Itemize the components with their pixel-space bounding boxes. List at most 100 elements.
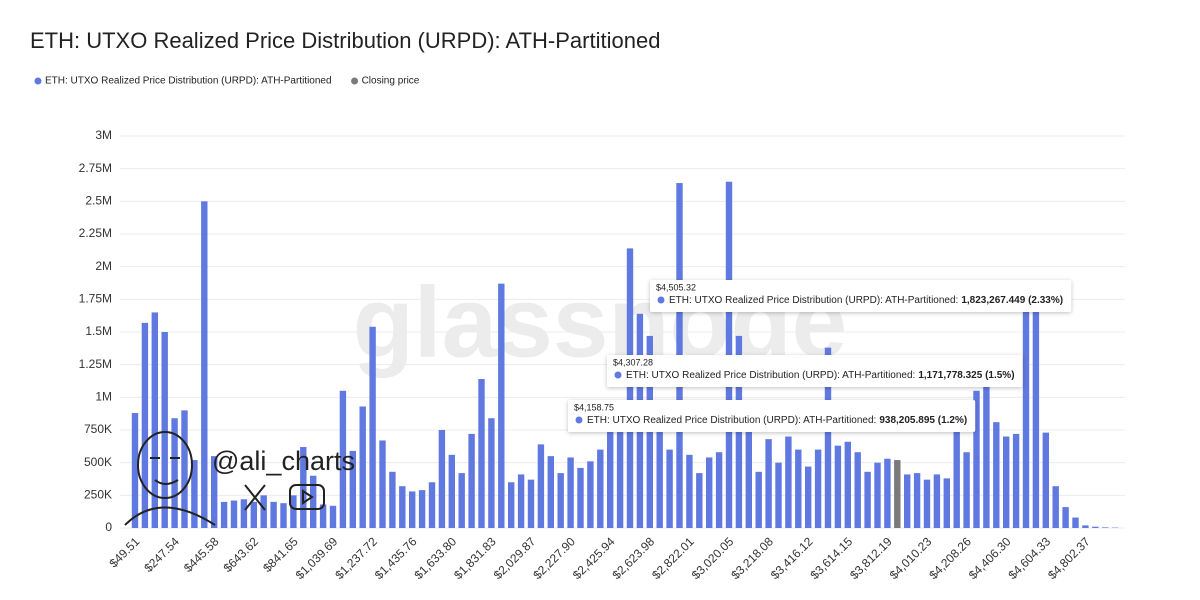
bar bbox=[666, 449, 673, 528]
bar bbox=[399, 486, 406, 528]
bar bbox=[983, 374, 990, 528]
bar bbox=[844, 441, 851, 528]
y-tick-label: 2.5M bbox=[85, 194, 112, 208]
bar bbox=[498, 283, 505, 528]
x-tick-label: $4,604.33 bbox=[1006, 534, 1054, 582]
bar bbox=[508, 482, 515, 528]
handle: @ali_charts bbox=[212, 446, 355, 476]
y-tick-label: 3M bbox=[95, 128, 112, 142]
bar bbox=[290, 495, 297, 528]
bar bbox=[191, 460, 198, 528]
bar bbox=[369, 326, 376, 528]
tooltip-series: ETH: UTXO Realized Price Distribution (U… bbox=[587, 415, 876, 426]
bar bbox=[765, 439, 772, 528]
bar bbox=[131, 413, 139, 528]
x-tick-label: $247.54 bbox=[141, 534, 182, 575]
avatar bbox=[124, 431, 325, 526]
bar bbox=[161, 332, 168, 528]
bar bbox=[715, 452, 723, 528]
bar bbox=[339, 390, 347, 528]
bar bbox=[220, 501, 228, 528]
x-tick-label: $3,614.15 bbox=[808, 534, 856, 582]
bar bbox=[1003, 436, 1010, 528]
y-tick-label: 1.75M bbox=[79, 292, 112, 306]
bar bbox=[686, 454, 693, 528]
tooltip-box bbox=[568, 400, 976, 432]
bar bbox=[319, 504, 327, 528]
bar bbox=[587, 461, 594, 528]
bar bbox=[310, 475, 317, 528]
tooltip-marker bbox=[575, 416, 583, 424]
chart-title: ETH: UTXO Realized Price Distribution (U… bbox=[30, 28, 660, 53]
bar bbox=[904, 474, 911, 528]
bar bbox=[814, 449, 822, 528]
x-tick-label: $1,831.83 bbox=[451, 534, 499, 582]
tooltip-text: ETH: UTXO Realized Price Distribution (U… bbox=[669, 295, 1063, 306]
bar bbox=[607, 430, 614, 528]
bar bbox=[933, 474, 941, 528]
bar bbox=[626, 248, 634, 528]
bar bbox=[211, 456, 218, 528]
bar bbox=[438, 430, 446, 528]
tooltip-text: ETH: UTXO Realized Price Distribution (U… bbox=[626, 370, 1015, 381]
bar bbox=[260, 495, 267, 528]
bar bbox=[745, 410, 752, 528]
bar bbox=[418, 490, 426, 528]
y-tick-label: 250K bbox=[84, 488, 112, 502]
bar bbox=[616, 423, 624, 528]
bar bbox=[300, 446, 307, 528]
tooltip-series: ETH: UTXO Realized Price Distribution (U… bbox=[669, 295, 958, 306]
bar bbox=[181, 410, 188, 528]
tooltip-box bbox=[607, 355, 1023, 387]
y-tick-label: 2.25M bbox=[79, 226, 112, 240]
bar bbox=[409, 491, 416, 528]
tooltip-marker bbox=[614, 371, 622, 379]
bar bbox=[1012, 433, 1020, 528]
tooltip-value: 1,171,778.325 (1.5%) bbox=[918, 370, 1014, 381]
bar bbox=[379, 440, 386, 528]
x-tick-label: $4,406.30 bbox=[966, 534, 1014, 582]
bar bbox=[240, 499, 248, 528]
bar bbox=[656, 403, 663, 528]
bar bbox=[785, 436, 792, 528]
bar bbox=[478, 379, 485, 528]
tooltip-box bbox=[650, 280, 1072, 312]
legend-label: Closing price bbox=[362, 76, 420, 87]
y-tick-label: 1.5M bbox=[85, 324, 112, 338]
y-tick-label: 2M bbox=[95, 259, 112, 273]
y-tick-label: 1M bbox=[95, 390, 112, 404]
x-tick-label: $1,237.72 bbox=[332, 534, 380, 582]
bar bbox=[854, 452, 861, 528]
tooltip-value: 1,823,267.449 (2.33%) bbox=[961, 295, 1063, 306]
bar bbox=[1042, 432, 1049, 528]
bar bbox=[488, 418, 495, 528]
bar bbox=[963, 452, 970, 528]
bar bbox=[923, 479, 931, 528]
x-tick-label: $1,633.80 bbox=[412, 534, 460, 582]
bar bbox=[567, 457, 574, 528]
bar bbox=[894, 460, 901, 528]
bar bbox=[537, 444, 545, 528]
x-tick-label: $3,020.05 bbox=[689, 534, 737, 582]
tooltip-series: ETH: UTXO Realized Price Distribution (U… bbox=[626, 370, 915, 381]
bar bbox=[458, 473, 465, 528]
x-tick-label: $2,623.98 bbox=[610, 534, 658, 582]
y-tick-label: 500K bbox=[84, 455, 112, 469]
bar bbox=[270, 501, 277, 528]
bar bbox=[349, 450, 356, 528]
bar bbox=[755, 471, 762, 528]
x-tick-label: $1,435.76 bbox=[372, 534, 420, 582]
x-tick-label: $2,822.01 bbox=[649, 534, 697, 582]
bar bbox=[359, 406, 366, 528]
bar bbox=[557, 473, 564, 528]
y-tick-label: 2.75M bbox=[79, 161, 112, 175]
x-tick-label: $2,227.90 bbox=[530, 534, 578, 582]
y-tick-label: 1.25M bbox=[79, 357, 112, 371]
bar bbox=[973, 390, 980, 528]
x-tick-label: $4,802.37 bbox=[1045, 534, 1093, 582]
bar bbox=[824, 347, 832, 528]
bar bbox=[1022, 289, 1030, 528]
bar bbox=[864, 471, 871, 528]
x-tick-label: $49.51 bbox=[107, 534, 143, 570]
